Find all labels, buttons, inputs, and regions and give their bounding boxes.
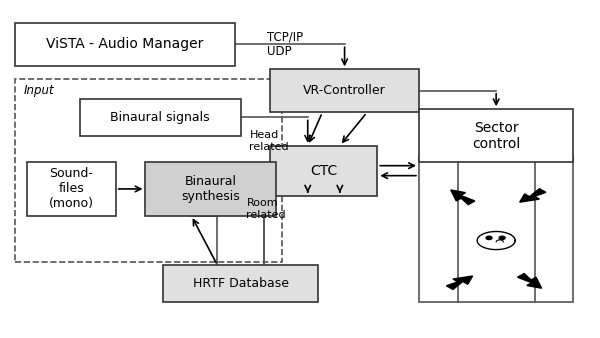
Text: TCP/IP
UDP: TCP/IP UDP	[268, 30, 304, 58]
Bar	[163, 265, 318, 302]
Polygon shape	[518, 273, 542, 288]
Bar	[419, 156, 574, 302]
Polygon shape	[446, 276, 473, 289]
Text: Room
related: Room related	[247, 198, 286, 220]
Bar	[14, 79, 282, 262]
Bar	[145, 162, 276, 216]
Text: Input: Input	[23, 84, 54, 97]
Polygon shape	[486, 236, 492, 240]
Bar	[419, 109, 574, 162]
Text: Binaural signals: Binaural signals	[110, 111, 210, 124]
Polygon shape	[520, 189, 546, 202]
Text: VR-Controller: VR-Controller	[303, 84, 386, 97]
Text: Sector
control: Sector control	[472, 121, 520, 151]
Bar	[14, 23, 235, 66]
Text: Sound-
files
(mono): Sound- files (mono)	[49, 167, 94, 211]
Text: HRTF Database: HRTF Database	[193, 277, 289, 290]
Bar	[270, 69, 419, 113]
Text: Binaural
synthesis: Binaural synthesis	[181, 175, 240, 203]
Text: ViSTA - Audio Manager: ViSTA - Audio Manager	[46, 37, 203, 51]
Bar	[80, 99, 241, 136]
Text: Head
related: Head related	[250, 130, 289, 151]
Polygon shape	[451, 190, 475, 204]
Bar	[26, 162, 116, 216]
Text: CTC: CTC	[310, 164, 337, 178]
Polygon shape	[499, 236, 505, 240]
Bar	[270, 146, 377, 196]
